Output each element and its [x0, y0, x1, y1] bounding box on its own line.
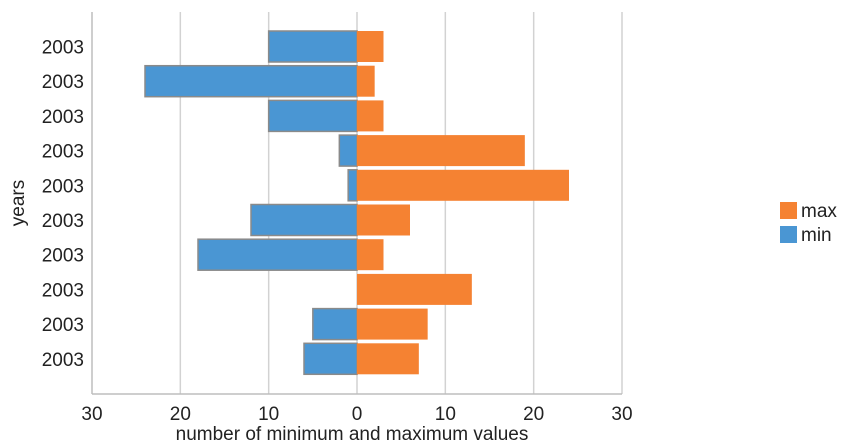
bar-max — [357, 308, 428, 340]
bar-min — [267, 30, 358, 63]
axes — [91, 12, 622, 395]
y-tick-label: 2003 — [42, 142, 84, 163]
x-tick-label: 30 — [611, 404, 632, 425]
y-tick-label: 2003 — [42, 350, 84, 371]
bar-min — [303, 342, 358, 376]
x-axis-title: number of minimum and maximum values — [176, 424, 529, 444]
legend-label-min: min — [801, 225, 832, 246]
x-tick-label: 20 — [523, 404, 544, 425]
x-tick-label: 10 — [258, 404, 279, 425]
bar-max — [357, 135, 525, 167]
legend: max min — [780, 201, 837, 246]
bar-min — [197, 238, 358, 271]
y-tick-label: 2003 — [42, 107, 84, 128]
y-tick-label: 2003 — [42, 246, 84, 267]
legend-swatch-min — [780, 226, 797, 243]
x-tick-label: 0 — [352, 404, 363, 425]
y-tick-label: 2003 — [42, 211, 84, 232]
y-tick-label: 2003 — [42, 176, 84, 197]
bar-max — [357, 169, 569, 201]
bar-max — [357, 204, 410, 236]
y-axis-title: years — [8, 180, 29, 226]
y-tick-label: 2003 — [42, 315, 84, 336]
bar-min — [144, 64, 358, 98]
y-tick-label: 2003 — [42, 72, 84, 93]
bar-max — [357, 65, 375, 97]
x-tick-labels: 30 20 10 0 10 20 30 — [81, 404, 632, 425]
x-tick-label: 20 — [170, 404, 191, 425]
bar-min — [312, 307, 358, 341]
bar-min — [347, 169, 358, 202]
bar-max — [357, 31, 384, 62]
bar-min — [338, 134, 358, 167]
bar-min — [267, 99, 358, 133]
bar-max — [357, 100, 384, 132]
bar-max — [357, 343, 419, 375]
bars — [144, 30, 569, 376]
y-tick-labels: 2003 2003 2003 2003 2003 2003 2003 2003 2003 2003 — [42, 38, 84, 371]
y-tick-label: 2003 — [42, 38, 84, 59]
y-tick-label: 2003 — [42, 280, 84, 301]
bar-max — [357, 239, 384, 271]
legend-swatch-max — [780, 202, 797, 219]
x-tick-label: 10 — [435, 404, 456, 425]
legend-label-max: max — [801, 201, 837, 222]
x-tick-label: 30 — [81, 404, 102, 425]
bar-min — [250, 203, 358, 237]
bar-max — [357, 273, 472, 305]
